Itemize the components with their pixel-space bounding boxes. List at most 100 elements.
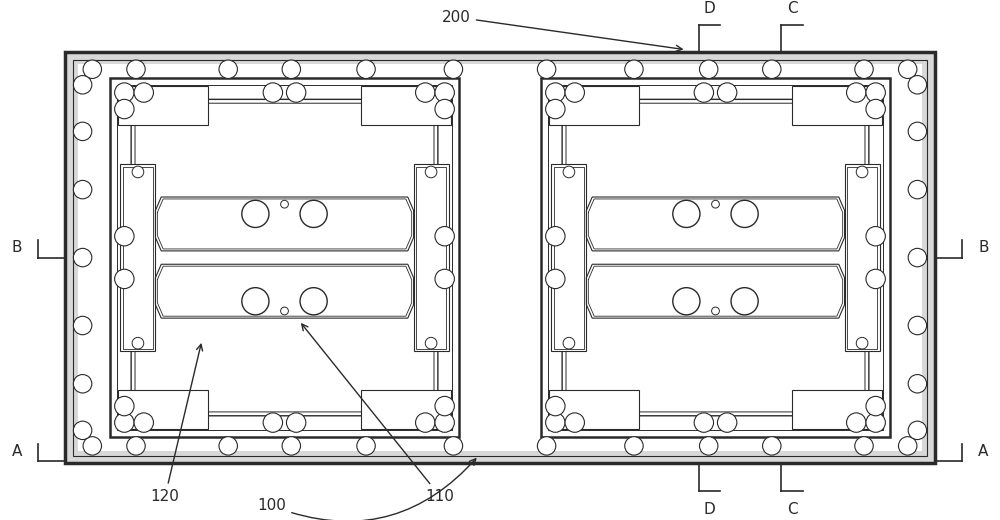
Bar xyxy=(549,86,639,125)
Ellipse shape xyxy=(908,180,927,199)
Ellipse shape xyxy=(908,249,927,267)
Ellipse shape xyxy=(115,413,134,432)
Ellipse shape xyxy=(563,166,575,178)
Ellipse shape xyxy=(546,413,565,432)
Ellipse shape xyxy=(537,60,556,79)
Ellipse shape xyxy=(565,413,584,432)
Ellipse shape xyxy=(673,200,700,227)
Ellipse shape xyxy=(908,316,927,335)
Bar xyxy=(551,164,586,351)
Ellipse shape xyxy=(300,288,327,315)
Ellipse shape xyxy=(866,413,885,432)
Bar xyxy=(65,52,935,463)
Ellipse shape xyxy=(263,83,283,102)
Ellipse shape xyxy=(898,60,917,79)
Text: 110: 110 xyxy=(302,324,454,503)
Text: A: A xyxy=(978,444,989,459)
Ellipse shape xyxy=(73,122,92,140)
Bar xyxy=(120,164,155,351)
Ellipse shape xyxy=(565,83,584,102)
Ellipse shape xyxy=(127,60,145,79)
Ellipse shape xyxy=(856,166,868,178)
Text: D: D xyxy=(704,502,716,517)
Bar xyxy=(554,166,584,348)
Bar xyxy=(792,390,882,430)
Ellipse shape xyxy=(847,83,866,102)
Ellipse shape xyxy=(866,83,885,102)
Ellipse shape xyxy=(435,396,454,416)
Ellipse shape xyxy=(435,83,454,102)
Bar xyxy=(847,166,877,348)
Ellipse shape xyxy=(898,437,917,455)
Ellipse shape xyxy=(134,83,153,102)
Ellipse shape xyxy=(115,269,134,289)
Ellipse shape xyxy=(73,374,92,393)
Ellipse shape xyxy=(908,122,927,140)
Bar xyxy=(73,60,927,456)
Ellipse shape xyxy=(546,269,565,289)
Ellipse shape xyxy=(219,60,237,79)
Ellipse shape xyxy=(908,421,927,439)
Ellipse shape xyxy=(435,227,454,246)
Bar xyxy=(414,164,449,351)
Ellipse shape xyxy=(625,60,643,79)
Ellipse shape xyxy=(546,396,565,416)
Text: A: A xyxy=(11,444,22,459)
Bar xyxy=(118,86,208,125)
Text: D: D xyxy=(704,1,716,16)
Ellipse shape xyxy=(242,288,269,315)
Ellipse shape xyxy=(866,396,885,416)
Ellipse shape xyxy=(242,200,269,227)
Ellipse shape xyxy=(357,437,375,455)
Ellipse shape xyxy=(219,437,237,455)
Bar xyxy=(110,78,459,437)
Ellipse shape xyxy=(717,413,737,432)
Bar xyxy=(541,78,890,437)
Text: 100: 100 xyxy=(257,459,476,520)
Ellipse shape xyxy=(847,413,866,432)
Ellipse shape xyxy=(134,413,153,432)
Ellipse shape xyxy=(115,83,134,102)
Text: 120: 120 xyxy=(151,344,203,503)
Ellipse shape xyxy=(673,288,700,315)
Ellipse shape xyxy=(694,83,714,102)
Ellipse shape xyxy=(856,337,868,349)
Ellipse shape xyxy=(357,60,375,79)
Ellipse shape xyxy=(73,316,92,335)
Ellipse shape xyxy=(73,75,92,94)
Bar xyxy=(361,390,451,430)
Ellipse shape xyxy=(115,396,134,416)
Bar xyxy=(792,86,882,125)
Ellipse shape xyxy=(435,99,454,119)
Bar xyxy=(117,85,452,431)
Ellipse shape xyxy=(546,99,565,119)
Ellipse shape xyxy=(73,249,92,267)
Ellipse shape xyxy=(416,413,435,432)
Ellipse shape xyxy=(286,413,306,432)
Ellipse shape xyxy=(694,413,714,432)
Ellipse shape xyxy=(537,437,556,455)
Bar xyxy=(65,52,935,463)
Bar xyxy=(845,164,880,351)
Ellipse shape xyxy=(699,60,718,79)
Bar xyxy=(78,64,922,451)
Ellipse shape xyxy=(300,200,327,227)
Ellipse shape xyxy=(444,437,463,455)
Ellipse shape xyxy=(546,227,565,246)
Ellipse shape xyxy=(908,75,927,94)
Ellipse shape xyxy=(855,437,873,455)
Bar xyxy=(549,390,639,430)
Ellipse shape xyxy=(83,60,102,79)
Text: 200: 200 xyxy=(442,9,682,51)
Ellipse shape xyxy=(282,437,301,455)
Bar xyxy=(548,85,883,431)
Ellipse shape xyxy=(73,180,92,199)
Ellipse shape xyxy=(546,83,565,102)
Ellipse shape xyxy=(763,437,781,455)
Text: C: C xyxy=(787,1,797,16)
Ellipse shape xyxy=(435,413,454,432)
Ellipse shape xyxy=(263,413,283,432)
Ellipse shape xyxy=(83,437,102,455)
Bar xyxy=(361,86,451,125)
Ellipse shape xyxy=(132,337,144,349)
